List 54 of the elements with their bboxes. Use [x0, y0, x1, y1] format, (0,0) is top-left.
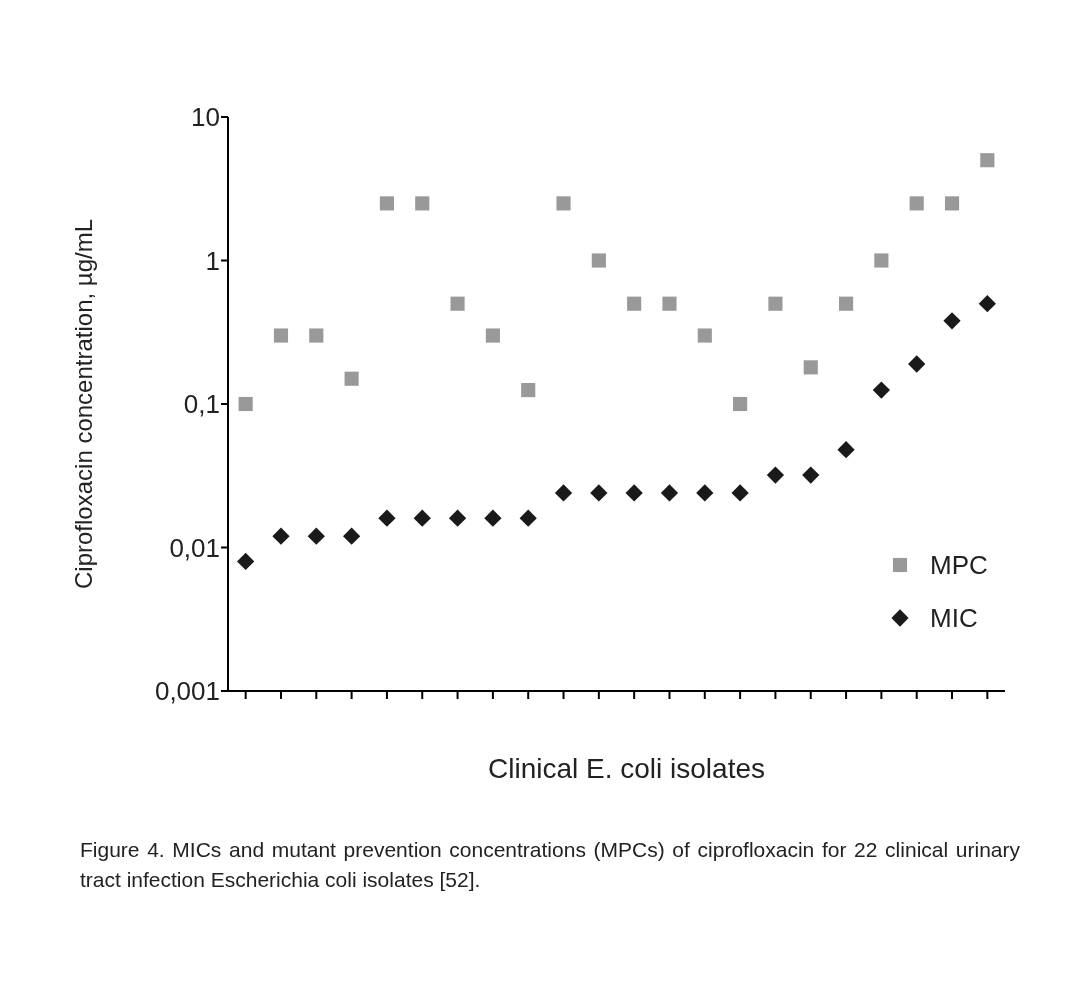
point	[978, 295, 996, 313]
point	[839, 296, 854, 311]
point	[872, 381, 891, 399]
point	[413, 509, 431, 527]
point	[627, 296, 642, 311]
x-axis-title: Clinical E. coli isolates	[488, 753, 765, 784]
point	[238, 396, 253, 412]
point	[874, 253, 889, 268]
point	[237, 552, 255, 571]
point	[909, 196, 924, 211]
point	[766, 466, 785, 484]
point	[521, 383, 536, 398]
y-tick-label: 1	[205, 245, 220, 276]
point	[450, 296, 465, 311]
point	[733, 396, 748, 412]
legend-label: MIC	[930, 603, 978, 634]
point	[943, 312, 961, 330]
point	[342, 527, 361, 545]
y-tick-label: 0,1	[183, 389, 220, 420]
point	[309, 328, 324, 343]
point	[591, 253, 606, 268]
point	[378, 509, 396, 527]
point	[307, 527, 325, 545]
point	[731, 484, 749, 502]
point	[768, 296, 783, 311]
point	[273, 328, 289, 343]
point	[662, 296, 677, 311]
point	[660, 484, 679, 502]
point	[696, 484, 714, 502]
point	[980, 153, 995, 168]
y-tick-label: 10	[191, 102, 220, 133]
point	[484, 509, 502, 527]
point	[415, 196, 430, 211]
point	[944, 196, 960, 211]
point	[554, 484, 573, 502]
point	[519, 509, 537, 527]
point	[344, 371, 359, 386]
point	[625, 484, 643, 502]
y-tick-label: 0,01	[169, 532, 220, 563]
point	[837, 441, 855, 459]
point	[556, 196, 571, 211]
caption: Figure 4. MICs and mutant prevention concentrations (MPCs) of ciprofloxacin for 22 clinical urinary tract infection Escherichia coli isolates [52].	[80, 837, 1020, 893]
y-axis-title: Ciprofloxacin concentration, µg/mL	[70, 218, 97, 590]
y-tick-label: 0,001	[154, 676, 220, 707]
point	[697, 328, 712, 343]
point	[448, 509, 467, 527]
point	[908, 355, 926, 373]
point	[590, 484, 608, 502]
point	[802, 466, 820, 484]
point	[485, 328, 500, 343]
point	[803, 360, 818, 375]
point	[379, 196, 394, 211]
point	[272, 527, 290, 545]
legend-label: MPC	[930, 550, 988, 581]
